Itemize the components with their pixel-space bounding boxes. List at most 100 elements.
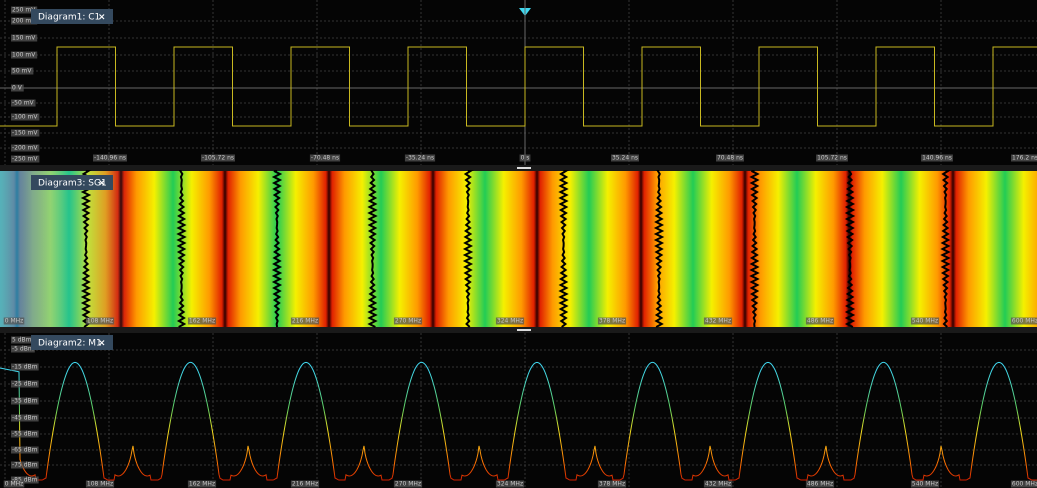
axis-label: -85 dBm [12,477,38,484]
spectral-ridge [653,170,665,328]
axis-label: 50 mV [12,68,32,75]
axis-label: 378 MHz [599,318,625,325]
axis-label-bg [11,363,39,371]
axis-label: 150 mV [12,35,36,42]
axis-label-bg [85,317,115,325]
panel-c1 [0,0,1037,165]
axis-label: 216 MHz [292,318,318,325]
axis-label-bg [11,476,39,484]
axis-label: -35.24 ns [406,155,434,162]
diagram-title[interactable]: Diagram2: M1 [38,339,102,349]
axis-label: -70.48 ns [311,155,339,162]
axis-label: 140.96 ns [922,155,952,162]
axis-label: -200 mV [12,145,38,152]
axis-label: 200 mV [12,18,36,25]
axis-label: 35.24 ns [612,155,638,162]
axis-label-bg [11,67,34,75]
spectral-ridge [176,170,187,328]
diagram-tab[interactable] [31,175,113,190]
close-button[interactable]: × [98,179,106,189]
axis-label: 600 MHz [1012,318,1037,325]
axis-label-bg [11,6,38,14]
axis-label: -5 dBm [12,346,34,353]
spectral-ridge [367,170,378,328]
axis-label-bg [715,154,745,162]
axis-label: 432 MHz [705,318,731,325]
axis-label: 324 MHz [497,318,523,325]
axis-label-bg [11,397,39,405]
axis-label: 216 MHz [292,481,318,488]
axis-label: 0 MHz [5,481,24,488]
waveform [0,46,1037,127]
splitter-handle[interactable] [517,329,531,331]
axis-label-bg [11,99,36,107]
axis-label-bg [404,154,436,162]
axis-label: 540 MHz [912,318,938,325]
axis-label: 0 MHz [5,318,24,325]
axis-label: 378 MHz [599,481,625,488]
axis-label: 105.72 ns [817,155,847,162]
spectral-ridge [462,170,475,328]
axis-label: -105.72 ns [202,155,234,162]
axis-label-bg [85,480,115,488]
axis-label: 108 MHz [87,318,113,325]
axis-label-bg [11,144,40,152]
axis-label: 5 dBm [12,337,32,344]
axis-label: 176.2 ns [1012,155,1037,162]
axis-label: -65 dBm [12,447,38,454]
axis-label-bg [187,480,217,488]
axis-label-bg [201,154,235,162]
axis-label: 324 MHz [497,481,523,488]
axis-label-bg [11,345,35,353]
spectral-ridge [844,170,856,328]
axis-label-bg [11,461,39,469]
axis-label-bg [187,317,217,325]
axis-label-bg [11,446,39,454]
axis-label: 486 MHz [807,318,833,325]
axis-label-bg [393,480,423,488]
axis-label-bg [11,129,40,137]
spectral-ridge [558,170,570,328]
axis-label-bg [11,34,38,42]
axis-label: 0 s [521,155,530,162]
axis-label-bg [93,154,127,162]
axis-label-bg [1010,480,1037,488]
axis-label: -15 dBm [12,364,38,371]
close-button[interactable]: × [98,339,106,349]
axis-label-bg [290,480,320,488]
axis-label: 486 MHz [807,481,833,488]
axis-label-bg [805,317,835,325]
axis-label-bg [597,480,627,488]
axis-label-bg [805,480,835,488]
axis-label-bg [11,84,24,92]
axis-label: -45 dBm [12,415,38,422]
axis-label-bg [519,154,531,162]
diagram-tab[interactable] [31,335,113,350]
diagram-tab[interactable] [31,9,113,24]
axis-label: 100 mV [12,52,36,59]
axis-label: 270 MHz [395,481,421,488]
axis-label-bg [11,155,40,163]
axis-label-bg [11,430,39,438]
axis-label: 250 mV [12,7,36,14]
diagram-title[interactable]: Diagram3: SG1 [38,179,107,189]
axis-label: -50 mV [12,100,35,107]
axis-label-bg [910,317,940,325]
axis-label-bg [3,480,25,488]
axis-label-bg [495,317,525,325]
axis-label-bg [921,154,953,162]
axis-label: 108 MHz [87,481,113,488]
axis-label: 600 MHz [1012,481,1037,488]
close-button[interactable]: × [98,13,106,23]
axis-label-bg [11,17,38,25]
axis-label-bg [11,113,40,121]
diagram-title[interactable]: Diagram1: C1 [38,13,100,23]
axis-label: 0 V [12,85,23,92]
splitter-handle[interactable] [517,167,531,169]
axis-label: 162 MHz [189,318,215,325]
axis-label-bg [703,317,733,325]
axis-label: -150 mV [12,130,38,137]
axis-label-bg [11,51,38,59]
axis-label: -100 mV [12,114,38,121]
spectrogram [0,171,1037,327]
